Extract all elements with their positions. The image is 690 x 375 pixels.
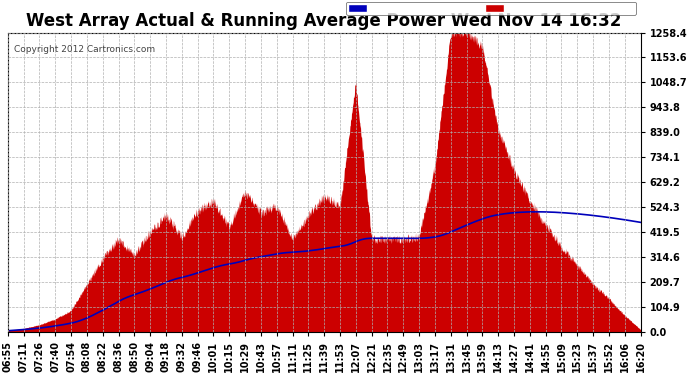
Title: West Array Actual & Running Average Power Wed Nov 14 16:32: West Array Actual & Running Average Powe… [26, 12, 622, 30]
Text: Copyright 2012 Cartronics.com: Copyright 2012 Cartronics.com [14, 45, 155, 54]
Legend: Average  (DC Watts), West Array  (DC Watts): Average (DC Watts), West Array (DC Watts… [346, 2, 635, 15]
